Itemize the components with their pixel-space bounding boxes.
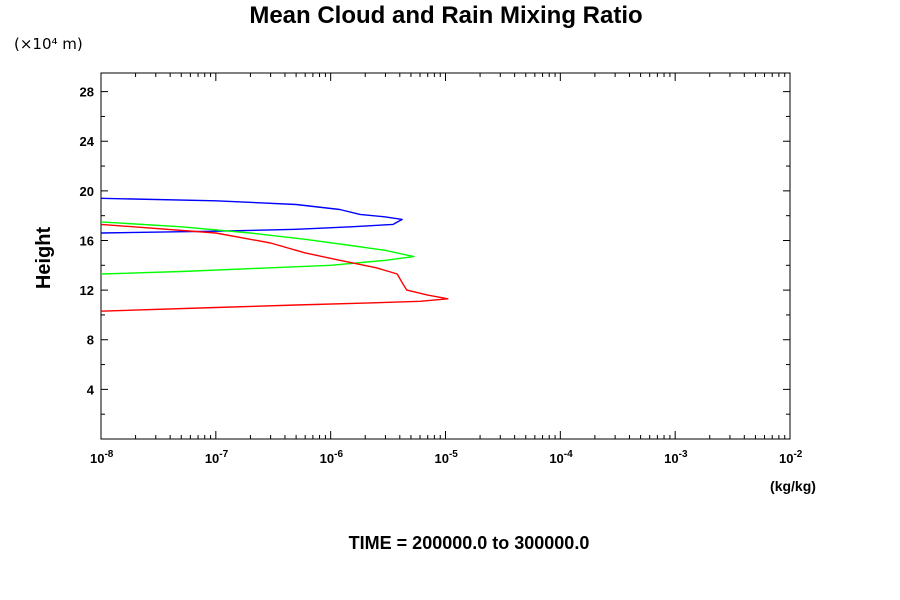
x-tick-label: 10-8 bbox=[90, 449, 114, 466]
series-line-3 bbox=[100, 223, 449, 312]
x-tick-label: 10-2 bbox=[779, 449, 803, 466]
y-tick-label: 12 bbox=[80, 283, 94, 298]
y-tick-label: 24 bbox=[80, 134, 95, 149]
x-tick-label: 10-5 bbox=[435, 449, 459, 466]
y-tick-label: 4 bbox=[87, 382, 95, 397]
axis-ticks bbox=[100, 73, 791, 439]
series-line-2 bbox=[100, 221, 415, 275]
x-tick-label: 10-3 bbox=[664, 449, 688, 466]
y-tick-label: 16 bbox=[80, 233, 94, 248]
time-range-label: TIME = 200000.0 to 300000.0 bbox=[349, 533, 590, 553]
x-tick-label: 10-7 bbox=[205, 449, 229, 466]
y-tick-label: 8 bbox=[87, 333, 94, 348]
series-layer bbox=[100, 197, 449, 312]
series-line-1 bbox=[100, 197, 403, 234]
chart-title: Mean Cloud and Rain Mixing Ratio bbox=[249, 2, 642, 29]
axis-tick-labels: 4 8 12 16 20 24 28 10-8 10-7 10-6 10-5 10-4 10-3 10-2 bbox=[80, 85, 803, 466]
y-tick-label: 28 bbox=[80, 85, 94, 100]
y-unit-note: (×10⁴ m) bbox=[14, 35, 83, 53]
x-tick-label: 10-4 bbox=[549, 449, 573, 466]
plot-frame bbox=[100, 72, 791, 440]
y-tick-label: 20 bbox=[80, 184, 94, 199]
x-unit-label: (kg/kg) bbox=[770, 478, 816, 494]
x-tick-label: 10-6 bbox=[320, 449, 344, 466]
y-axis-label: Height bbox=[33, 227, 55, 290]
